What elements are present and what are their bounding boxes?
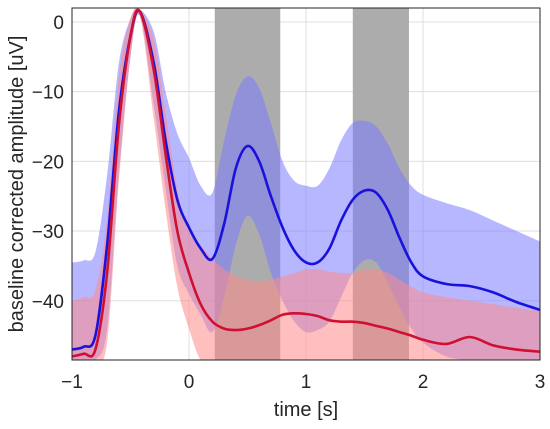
x-tick-label-1: 0 [184, 372, 195, 393]
x-tick-label-3: 2 [418, 372, 429, 393]
y-tick-label-3: −30 [32, 222, 64, 243]
series-line-2 [72, 8, 540, 358]
y-axis-title: baseline corrected amplitude [uV] [6, 36, 28, 333]
x-tick-label-2: 1 [301, 372, 312, 393]
y-tick-label-0: 0 [53, 13, 64, 34]
x-tick-labels: −1 0 1 2 3 [61, 372, 545, 393]
y-tick-label-2: −20 [32, 152, 64, 173]
x-tick-label-4: 3 [535, 372, 546, 393]
y-tick-label-1: −10 [32, 83, 64, 104]
axes-frame [71, 7, 541, 361]
y-tick-labels: 0 −10 −20 −30 −40 [32, 13, 64, 313]
y-tick-label-4: −40 [32, 292, 64, 313]
series-lines [72, 8, 540, 358]
x-axis-title: time [s] [274, 399, 338, 421]
x-tick-label-0: −1 [61, 372, 83, 393]
